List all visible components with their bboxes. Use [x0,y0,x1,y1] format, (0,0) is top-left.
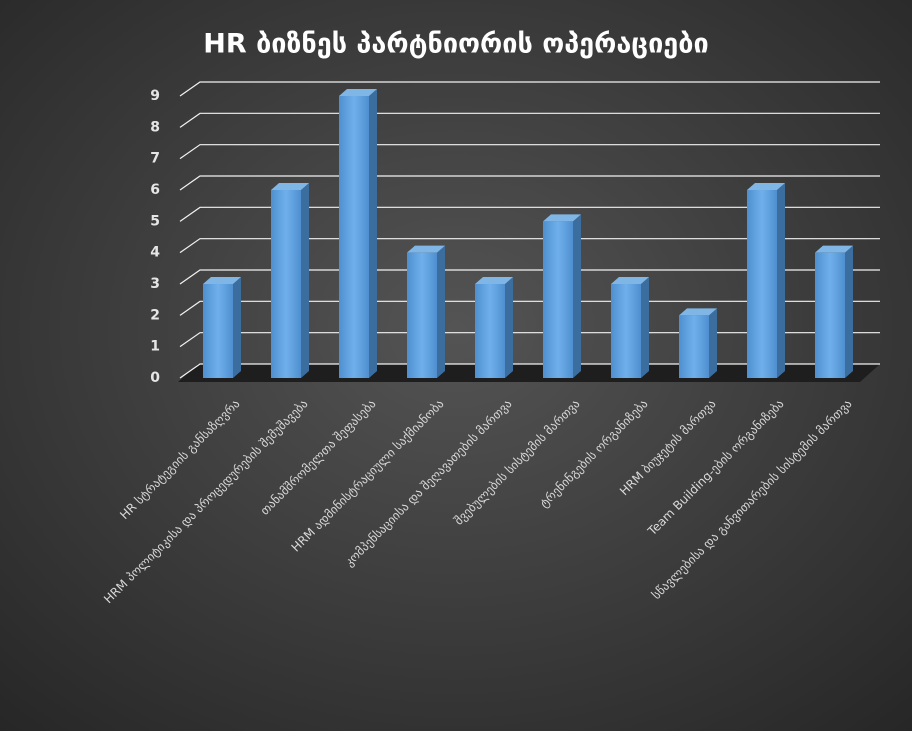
bar-top [475,277,513,284]
grid-line [179,300,880,316]
bar-side [369,89,377,378]
y-tick-label: 5 [150,213,160,229]
bar-top [339,89,377,96]
bar [407,252,437,378]
bar-side [573,214,581,378]
bar-side [505,277,513,378]
bar-side [233,277,241,378]
bar [679,315,709,378]
grid-line [179,206,880,222]
bar-top [543,214,581,222]
grid-line [179,332,880,348]
bar-top [679,308,717,316]
bar [543,221,573,378]
bar-top [815,245,853,253]
bar-side [777,183,785,378]
bar-top [203,277,241,284]
y-tick-label: 1 [150,339,160,355]
bar-side [845,245,853,378]
bar [339,96,369,378]
bar [475,284,505,378]
grid-line [179,269,880,285]
y-tick-label: 2 [150,307,160,323]
bar-top [747,183,785,190]
bar-top [407,245,445,253]
bar [203,284,233,378]
chart-title: HR ბიზნეს პარტნიორის ოპერაციები [203,29,708,60]
y-tick-label: 3 [150,276,160,292]
y-tick-label: 6 [150,182,160,198]
y-tick-label: 4 [150,245,160,261]
y-tick-label: 0 [150,370,160,386]
bar-side [301,183,309,378]
bar-side [709,308,717,378]
bar [611,284,641,378]
grid-line [179,112,880,128]
bar [815,252,845,378]
bar-top [271,183,309,190]
bar-side [641,277,649,378]
grid-line [179,175,880,191]
y-tick-label: 9 [150,88,160,104]
bar-top [611,277,649,284]
grid-line [179,363,880,379]
y-tick-label: 7 [150,151,160,167]
bar-side [437,245,445,378]
grid-line [179,81,880,97]
bar [271,190,301,378]
y-tick-label: 8 [150,119,160,135]
grid-line [179,144,880,160]
bar [747,190,777,378]
grid-line [179,238,880,254]
